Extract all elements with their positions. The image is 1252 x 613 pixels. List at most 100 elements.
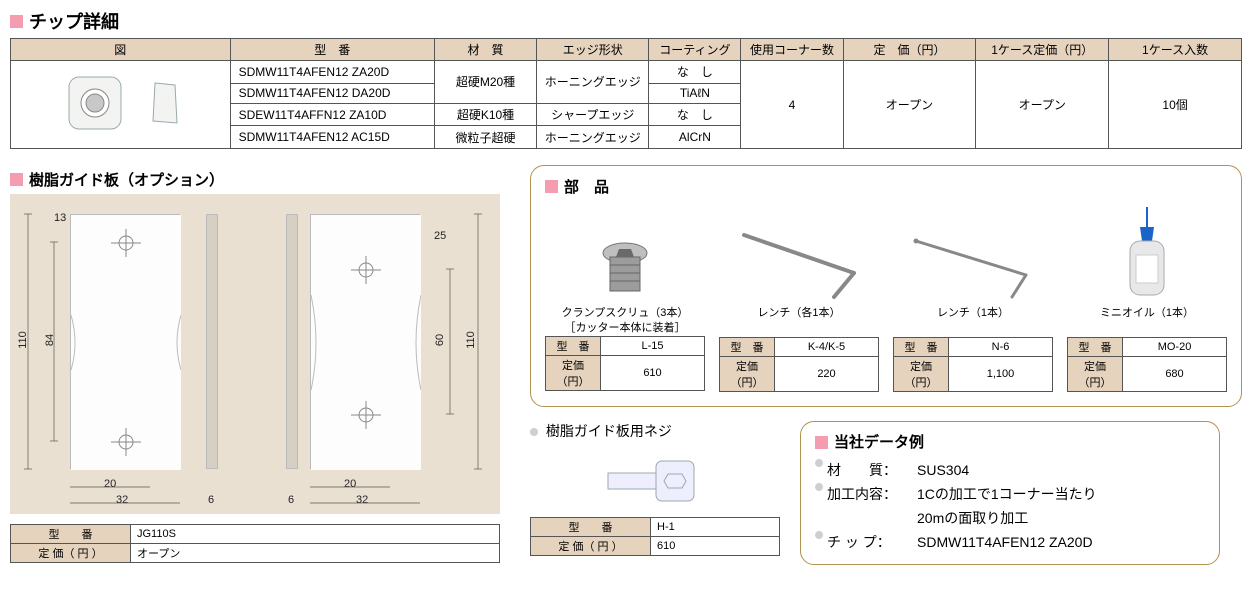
th-coat: コーティング xyxy=(649,39,741,61)
part-table: 型 番MO-20 定価（円）680 xyxy=(1067,337,1227,392)
cell-caseqty: 10個 xyxy=(1109,61,1242,149)
marker-icon xyxy=(10,15,23,28)
th-corners: 使用コーナー数 xyxy=(741,39,843,61)
part-subcaption xyxy=(893,322,1053,335)
dim-top: 25 xyxy=(434,230,446,242)
cell-coat: TiAℓN xyxy=(649,83,741,103)
cell-caseprice: オープン xyxy=(976,61,1109,149)
oil-bottle-icon xyxy=(1112,205,1182,305)
cell-model: H-1 xyxy=(651,517,780,536)
lbl-model: 型 番 xyxy=(1068,337,1123,356)
data-line-process: 加工内容： 1Cの加工で1コーナー当たり xyxy=(815,483,1205,507)
data-line-process2: 20mの面取り加工 xyxy=(815,507,1205,531)
part-wrench-b: レンチ（1本） 型 番N-6 定価（円）1,100 xyxy=(893,205,1053,392)
part-caption: レンチ（各1本） xyxy=(719,307,879,320)
val: 20mの面取り加工 xyxy=(917,507,1028,531)
lbl-blank xyxy=(827,507,917,531)
cell-model: SDMW11T4AFEN12 DA20D xyxy=(230,83,434,103)
section-title-text: 樹脂ガイド板用ネジ xyxy=(546,423,672,439)
dim-thick: 6 xyxy=(288,494,294,506)
cell-material: 微粒子超硬 xyxy=(434,126,536,149)
section-title-text: 部 品 xyxy=(564,176,609,197)
chip-image-cell xyxy=(11,61,231,149)
th-caseprice: 1ケース定価（円） xyxy=(976,39,1109,61)
section-title-guide: 樹脂ガイド板（オプション） xyxy=(10,169,510,190)
dim-ba: 20 xyxy=(104,478,116,490)
section-title-text: チップ詳細 xyxy=(29,8,119,34)
marker-icon xyxy=(10,173,23,186)
data-line-material: 材 質： SUS304 xyxy=(815,459,1205,483)
dim-hi: 60 xyxy=(434,334,446,346)
part-caption: ミニオイル（1本） xyxy=(1067,307,1227,320)
lbl: 加工内容： xyxy=(827,483,917,507)
val-model: MO-20 xyxy=(1123,337,1227,356)
lbl-price: 定価（円） xyxy=(720,356,775,391)
part-subcaption xyxy=(1067,322,1227,335)
cell-material: 超硬K10種 xyxy=(434,103,536,126)
screw-table: 型 番H-1 定 価（ 円 ）610 xyxy=(530,517,780,556)
clamp-screw-icon xyxy=(590,235,660,305)
val-price: 1,100 xyxy=(949,356,1053,391)
screw-drawing xyxy=(530,447,780,517)
part-oil: ミニオイル（1本） 型 番MO-20 定価（円）680 xyxy=(1067,205,1227,392)
cell-model: JG110S xyxy=(131,525,500,544)
lbl-model: 型 番 xyxy=(720,337,775,356)
part-table: 型 番N-6 定価（円）1,100 xyxy=(893,337,1053,392)
th-price: 定 価（ 円 ） xyxy=(531,536,651,555)
part-clamp-screw: クランプスクリュ（3本） ［カッター本体に装着］ 型 番L-15 定価（円）61… xyxy=(545,205,705,392)
cell-coat: な し xyxy=(649,103,741,126)
dim-h: 110 xyxy=(17,331,29,349)
part-caption: クランプスクリュ（3本） xyxy=(545,307,705,320)
chip-drawing xyxy=(45,63,195,143)
val-model: K-4/K-5 xyxy=(775,337,879,356)
th-material: 材 質 xyxy=(434,39,536,61)
section-title-screw: 樹脂ガイド板用ネジ xyxy=(530,421,780,441)
cell-coat: AlCrN xyxy=(649,126,741,149)
lbl-price: 定価（円） xyxy=(894,356,949,391)
dim-hi: 84 xyxy=(44,334,56,346)
lbl-model: 型 番 xyxy=(546,337,601,356)
lbl: チ ッ プ： xyxy=(827,531,917,555)
val-price: 220 xyxy=(775,356,879,391)
bullet-icon xyxy=(815,531,823,539)
bullet-icon xyxy=(530,428,538,436)
lbl: 材 質： xyxy=(827,459,917,483)
section-title-text: 樹脂ガイド板（オプション） xyxy=(29,169,224,190)
part-caption: レンチ（1本） xyxy=(893,307,1053,320)
th-model: 型 番 xyxy=(11,525,131,544)
val: SDMW11T4AFEN12 ZA20D xyxy=(917,531,1093,555)
part-subcaption: ［カッター本体に装着］ xyxy=(545,322,705,335)
section-title-data: 当社データ例 xyxy=(815,430,1205,456)
dim-top: 13 xyxy=(54,212,66,224)
val-model: L-15 xyxy=(601,337,705,356)
val-price: 610 xyxy=(601,356,705,391)
dim-bb: 32 xyxy=(116,494,128,506)
part-table: 型 番L-15 定価（円）610 xyxy=(545,336,705,391)
wrench-icon xyxy=(908,225,1038,305)
th-caseqty: 1ケース入数 xyxy=(1109,39,1242,61)
guide-drawing-box: 110 84 13 20 32 6 110 60 25 20 32 6 xyxy=(10,194,500,514)
lbl-model: 型 番 xyxy=(894,337,949,356)
section-title-chip: チップ詳細 xyxy=(10,8,1242,34)
part-wrench-a: レンチ（各1本） 型 番K-4/K-5 定価（円）220 xyxy=(719,205,879,392)
val-price: 680 xyxy=(1123,356,1227,391)
dim-h: 110 xyxy=(465,331,477,349)
cell-corners: 4 xyxy=(741,61,843,149)
cell-edge: ホーニングエッジ xyxy=(537,126,649,149)
marker-icon xyxy=(545,180,558,193)
cell-material: 超硬M20種 xyxy=(434,61,536,104)
wrench-icon xyxy=(734,225,864,305)
cell-price: オープン xyxy=(843,61,976,149)
company-data-panel: 当社データ例 材 質： SUS304 加工内容： 1Cの加工で1コーナー当たり … xyxy=(800,421,1220,566)
th-model: 型 番 xyxy=(230,39,434,61)
bullet-icon xyxy=(815,459,823,467)
dim-thick: 6 xyxy=(208,494,214,506)
lbl-price: 定価（円） xyxy=(1068,356,1123,391)
section-title-parts: 部 品 xyxy=(545,176,1227,197)
bullet-icon xyxy=(815,483,823,491)
val: SUS304 xyxy=(917,459,969,483)
part-table: 型 番K-4/K-5 定価（円）220 xyxy=(719,337,879,392)
cell-edge: ホーニングエッジ xyxy=(537,61,649,104)
cell-price: 610 xyxy=(651,536,780,555)
dim-ba: 20 xyxy=(344,478,356,490)
